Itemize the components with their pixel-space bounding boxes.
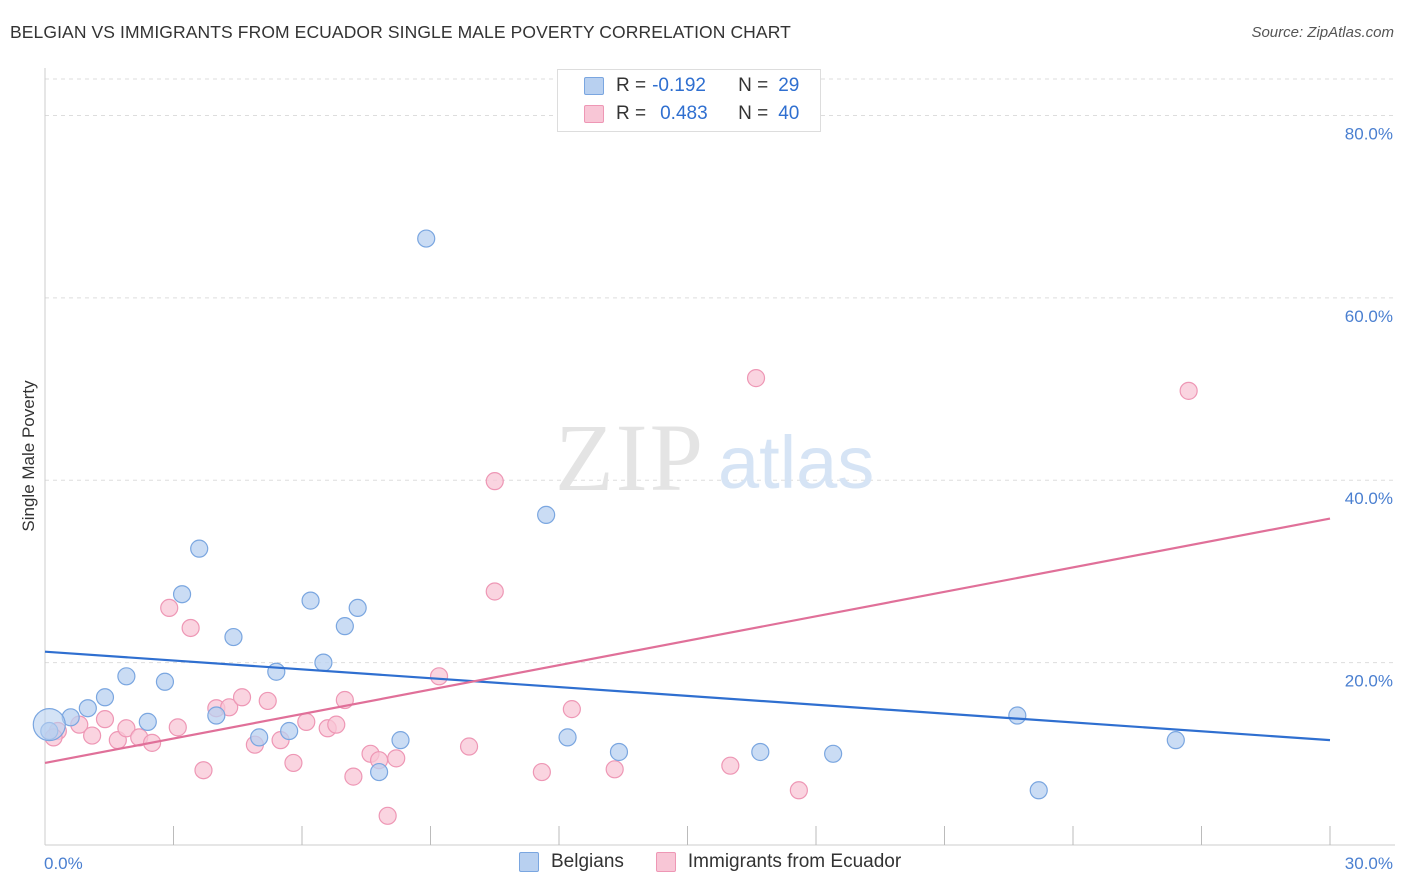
- ecuador-point: [160, 598, 179, 618]
- belgian-point: [250, 728, 269, 747]
- ecuador-point: [181, 618, 200, 638]
- ecuador-swatch: [584, 105, 604, 123]
- trend-line-ecuador: [44, 517, 1331, 765]
- tick-labels: 20.0% 40.0% 60.0% 80.0% 0.0% 30.0%: [44, 124, 1393, 873]
- belgian-point: [348, 598, 367, 618]
- watermark-atlas: atlas: [718, 421, 874, 504]
- belgian-point: [1166, 731, 1185, 750]
- belgian-point: [391, 731, 410, 750]
- legend-label-belgians: Belgians: [551, 851, 624, 872]
- belgian-point: [117, 667, 136, 686]
- y-tick-label: 80.0%: [1345, 124, 1393, 143]
- y-tick-label: 60.0%: [1345, 307, 1393, 326]
- ecuador-point: [232, 688, 252, 707]
- ecuador-point: [721, 756, 740, 775]
- belgian-point: [1029, 781, 1048, 800]
- n-value-belgians: 29: [778, 75, 800, 96]
- chart-title: BELGIAN VS IMMIGRANTS FROM ECUADOR SINGL…: [10, 22, 791, 42]
- belgian-point: [370, 762, 389, 782]
- legend-item-belgians: Belgians: [519, 851, 624, 873]
- ecuador-point: [605, 760, 624, 779]
- ecuador-point: [485, 582, 504, 601]
- belgian-point: [280, 721, 299, 741]
- ecuador-point: [284, 753, 303, 773]
- trend-line-belgians: [44, 650, 1331, 742]
- belgian-point: [537, 505, 556, 524]
- ecuador-point: [194, 761, 213, 780]
- r-value-belgians: -0.192: [652, 75, 706, 96]
- ecuador-point: [117, 719, 136, 738]
- ecuador-point: [532, 762, 551, 782]
- belgian-point: [172, 585, 192, 604]
- belgian-point: [155, 672, 175, 691]
- belgian-point: [558, 728, 577, 747]
- belgian-point: [78, 699, 97, 718]
- bottom-legend: Belgians Immigrants from Ecuador: [519, 851, 933, 873]
- ecuador-point: [485, 472, 504, 491]
- r-value-ecuador: 0.483: [660, 103, 708, 124]
- ecuador-point: [789, 781, 808, 800]
- trend-lines: [44, 517, 1331, 765]
- ecuador-point: [297, 712, 316, 731]
- belgians-swatch: [584, 77, 604, 95]
- ecuador-point: [95, 710, 115, 729]
- r-label: R =: [616, 75, 647, 96]
- belgian-point: [301, 591, 320, 610]
- n-label: N =: [738, 103, 769, 124]
- belgian-cluster-point: [32, 708, 66, 742]
- ecuador-point: [83, 726, 102, 745]
- ecuador-point: [562, 700, 581, 719]
- stats-row-ecuador: R = 0.483 N = 40: [584, 103, 799, 125]
- x-tick-label: 0.0%: [44, 854, 83, 873]
- r-label: R =: [616, 103, 647, 124]
- axes: [44, 68, 1395, 846]
- belgians-legend-swatch: [519, 852, 539, 872]
- gridlines: [45, 78, 1395, 664]
- y-tick-label: 40.0%: [1345, 489, 1393, 508]
- belgian-point: [95, 688, 115, 707]
- ecuador-point: [344, 767, 363, 786]
- belgian-point: [207, 706, 226, 725]
- legend-label-ecuador: Immigrants from Ecuador: [687, 851, 902, 872]
- y-tick-label: 20.0%: [1345, 672, 1393, 691]
- series-belgians-points: [32, 229, 1185, 800]
- ecuador-point: [327, 715, 346, 734]
- belgian-point: [314, 653, 333, 672]
- belgian-point: [267, 662, 286, 681]
- ecuador-point: [220, 698, 239, 717]
- ecuador-point: [1179, 381, 1198, 400]
- belgian-point: [1008, 706, 1027, 725]
- ecuador-legend-swatch: [655, 852, 676, 872]
- ecuador-point: [378, 806, 397, 825]
- belgian-point: [751, 742, 770, 762]
- stats-row-belgians: R = -0.192 N = 29: [584, 75, 799, 97]
- belgian-point: [138, 712, 157, 731]
- ecuador-point: [258, 691, 277, 711]
- ecuador-point: [746, 369, 766, 388]
- belgian-point: [417, 229, 436, 248]
- x-tick-label: 30.0%: [1345, 854, 1393, 873]
- n-value-ecuador: 40: [778, 103, 800, 124]
- ecuador-point: [387, 749, 406, 768]
- belgian-point: [190, 539, 209, 558]
- stats-legend: R = -0.192 N = 29 R = 0.483 N = 40: [557, 69, 821, 132]
- belgian-point: [335, 617, 354, 636]
- ecuador-point: [459, 737, 479, 756]
- ecuador-point: [168, 718, 187, 737]
- source-credit: Source: ZipAtlas.com: [1251, 24, 1394, 41]
- belgian-point: [609, 742, 629, 762]
- ecuador-point: [429, 667, 449, 686]
- watermark-zip: ZIP: [555, 404, 705, 511]
- belgian-point: [824, 744, 843, 763]
- n-label: N =: [738, 75, 769, 96]
- legend-item-ecuador: Immigrants from Ecuador: [655, 851, 902, 873]
- watermark: ZIP atlas: [555, 404, 874, 511]
- belgian-point: [224, 627, 243, 647]
- y-axis-label: Single Male Poverty: [19, 380, 38, 532]
